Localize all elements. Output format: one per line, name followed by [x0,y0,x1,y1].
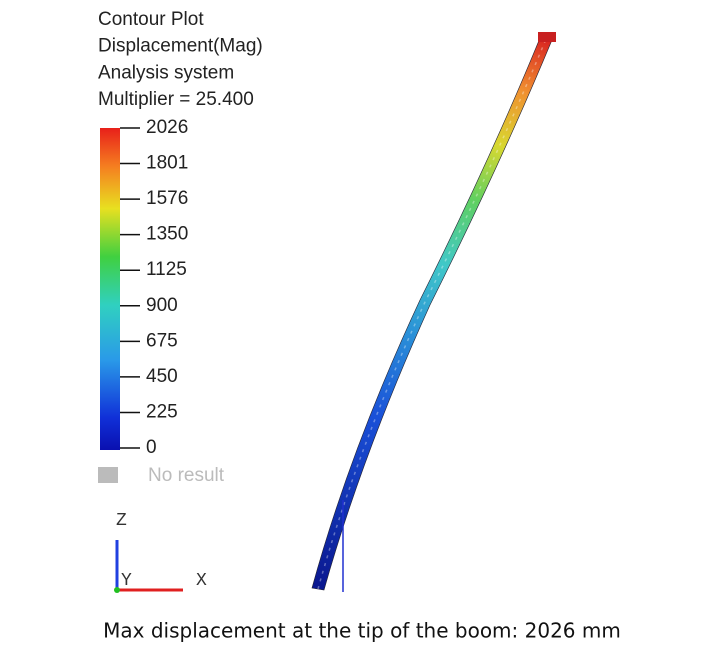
no-result-label: No result [148,465,225,486]
tick-label: 2026 [146,117,188,138]
contour-view: Contour Plot Displacement(Mag) Analysis sy… [0,0,724,655]
tick-label: 225 [146,401,178,422]
tick-label: 675 [146,330,178,351]
x-label: X [196,571,207,591]
boom-tip [538,32,556,42]
legend-line: Contour Plot [98,9,204,30]
caption: Max displacement at the tip of the boom:… [103,619,621,643]
z-label: Z [116,511,127,531]
tick-label: 900 [146,295,178,316]
no-result-swatch [98,467,118,483]
tick-label: 0 [146,437,157,458]
boom [312,38,552,590]
color-bar [100,128,120,450]
legend-line: Displacement(Mag) [98,36,263,57]
legend-header: Contour Plot Displacement(Mag) Analysis sy… [98,9,263,110]
legend-ticks: 2026 1801 1576 1350 1125 900 675 450 225 0 [120,117,188,458]
legend-line: Multiplier = 25.400 [98,89,254,110]
tick-label: 450 [146,366,178,387]
origin [114,587,120,593]
tick-label: 1125 [146,259,187,280]
legend-line: Analysis system [98,62,234,83]
tick-label: 1576 [146,188,188,209]
tick-label: 1350 [146,224,188,245]
y-label: Y [121,571,132,591]
tick-label: 1801 [146,153,188,174]
